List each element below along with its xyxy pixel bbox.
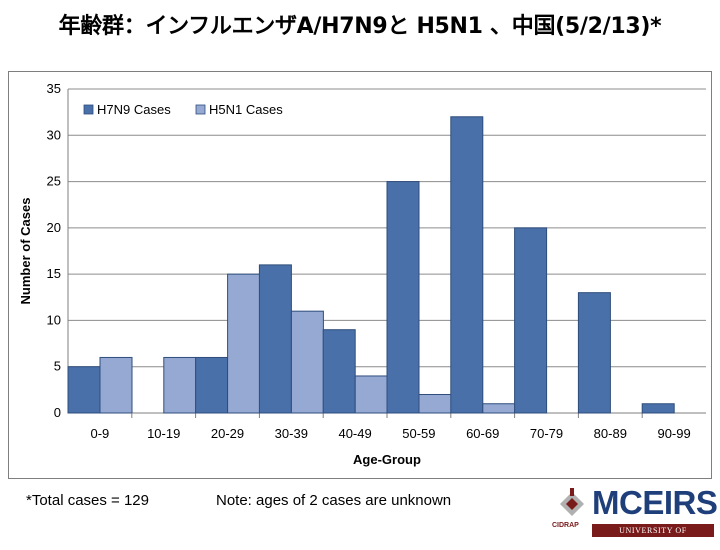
- x-tick-label: 90-99: [657, 426, 690, 441]
- x-axis-label: Age-Group: [353, 452, 421, 467]
- bar-h5n1-cases: [227, 273, 261, 414]
- y-tick-label: 35: [47, 81, 61, 96]
- bar-h5n1-cases: [354, 375, 388, 414]
- bar-h7n9-cases: [641, 403, 675, 414]
- cidrap-emblem-icon: [560, 488, 584, 516]
- x-tick-label: 70-79: [530, 426, 563, 441]
- y-tick-label: 15: [47, 266, 61, 281]
- cidrap-caption: CIDRAP: [552, 522, 579, 529]
- bar-h7n9-cases: [258, 264, 292, 414]
- legend-swatch: [83, 104, 94, 115]
- bar-h7n9-cases: [322, 329, 356, 414]
- y-tick-label: 10: [47, 312, 61, 327]
- y-tick-label: 5: [54, 359, 61, 374]
- legend-swatch: [195, 104, 206, 115]
- legend-label: H7N9 Cases: [97, 102, 171, 117]
- slide-title: 年齢群：インフルエンザA/H7N9と H5N1 、中国(5/2/13)*: [58, 14, 662, 39]
- y-tick-label: 30: [47, 127, 61, 142]
- x-tick-label: 80-89: [594, 426, 627, 441]
- x-tick-label: 10-19: [147, 426, 180, 441]
- bar-h5n1-cases: [418, 393, 452, 414]
- bar-h7n9-cases: [195, 356, 229, 414]
- x-tick-label: 40-49: [338, 426, 371, 441]
- x-tick-label: 30-39: [275, 426, 308, 441]
- bar-chart: 0 5 10 15 20 25 30 35 0-9 10-19 20-29 30-39 40-49 50-…: [18, 81, 706, 467]
- y-axis-label: Number of Cases: [18, 198, 33, 305]
- y-tick-label: 20: [47, 220, 61, 235]
- y-tick-label: 25: [47, 174, 61, 189]
- bar-h7n9-cases: [577, 292, 611, 414]
- university-banner: UNIVERSITY OF MINNESOTA: [592, 524, 714, 548]
- unknown-ages-footnote: Note: ages of 2 cases are unknown: [216, 492, 452, 509]
- bar-h7n9-cases: [386, 181, 420, 414]
- mceirs-logo-text: MCEIRS: [592, 484, 718, 521]
- bar-h7n9-cases: [67, 366, 101, 414]
- mceirs-logo: CIDRAP MCEIRS UNIVERSITY OF MINNESOTA: [552, 484, 718, 548]
- total-cases-footnote: *Total cases = 129: [26, 492, 149, 509]
- x-tick-label: 50-59: [402, 426, 435, 441]
- chart-frame: 0 5 10 15 20 25 30 35 0-9 10-19 20-29 30-39 40-49 50-…: [8, 71, 712, 479]
- bar-h5n1-cases: [482, 403, 516, 414]
- bar-h5n1-cases: [290, 310, 324, 414]
- bar-h5n1-cases: [99, 356, 133, 414]
- x-tick-label: 60-69: [466, 426, 499, 441]
- bar-h7n9-cases: [450, 116, 484, 414]
- x-tick-label: 0-9: [91, 426, 110, 441]
- bar-h5n1-cases: [163, 356, 197, 414]
- legend-label: H5N1 Cases: [209, 102, 283, 117]
- x-tick-label: 20-29: [211, 426, 244, 441]
- bar-h7n9-cases: [514, 227, 548, 414]
- y-tick-label: 0: [54, 405, 61, 420]
